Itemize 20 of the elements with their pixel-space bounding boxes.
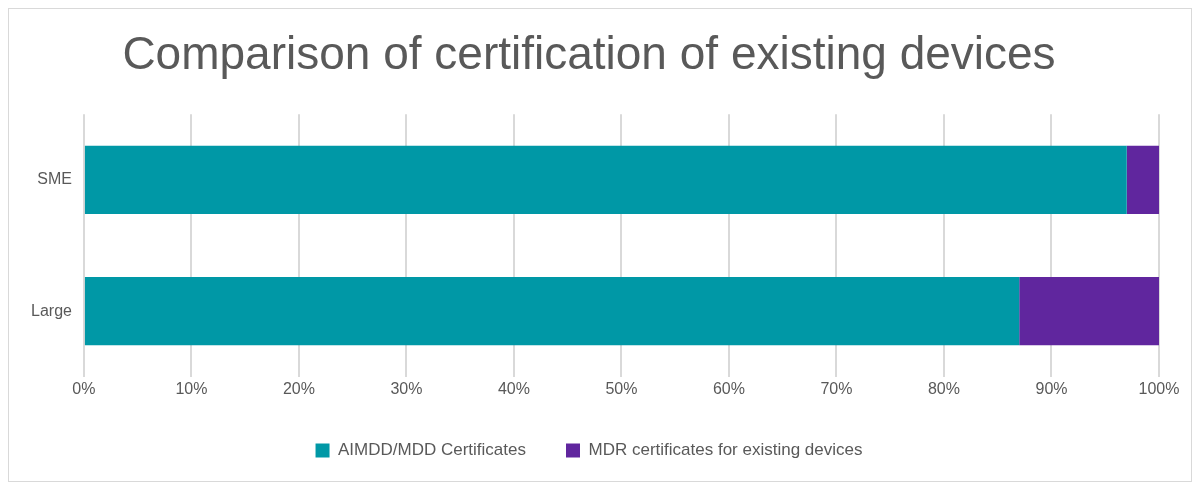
bar: [1126, 145, 1159, 214]
x-tick-label: 100%: [1138, 379, 1180, 397]
x-tick-label: 80%: [927, 379, 960, 397]
chart-title: Comparison of certification of existing devices: [122, 27, 1056, 80]
y-tick-label: Large: [31, 301, 73, 319]
x-tick-label: 50%: [605, 379, 638, 397]
x-tick-label: 60%: [712, 379, 745, 397]
x-tick-label: 90%: [1035, 379, 1068, 397]
x-tick-label: 0%: [72, 379, 96, 397]
x-tick-label: 20%: [282, 379, 315, 397]
legend-label: AIMDD/MDD Certificates: [338, 440, 526, 460]
x-tick-label: 40%: [497, 379, 530, 397]
x-tick-label: 30%: [390, 379, 423, 397]
y-tick-label: SME: [37, 170, 72, 188]
legend-label: MDR certificates for existing devices: [588, 440, 863, 460]
x-tick-label: 70%: [820, 379, 853, 397]
bar: [84, 145, 1127, 214]
bar: [84, 277, 1020, 346]
bar: [1019, 277, 1159, 346]
x-tick-label: 10%: [175, 379, 208, 397]
